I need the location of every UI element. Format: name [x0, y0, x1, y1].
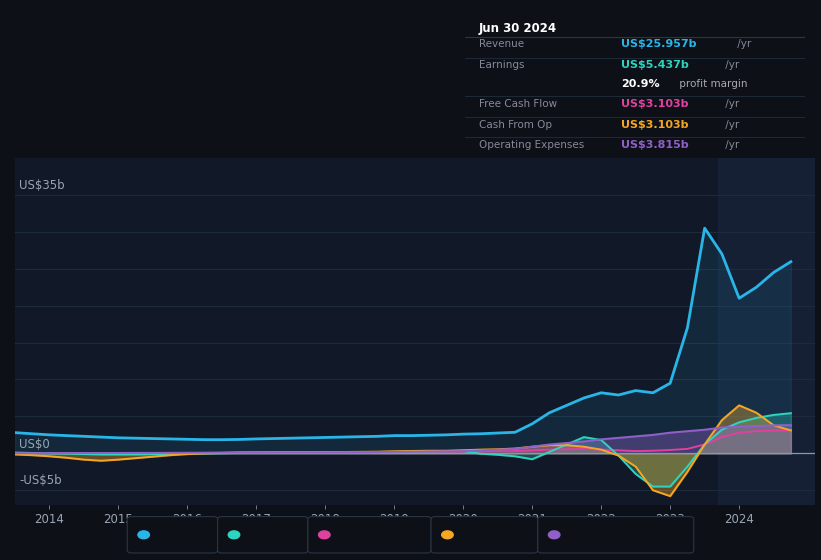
- Text: Jun 30 2024: Jun 30 2024: [479, 22, 557, 35]
- Text: /yr: /yr: [722, 120, 740, 129]
- Text: /yr: /yr: [722, 140, 740, 150]
- Text: Cash From Op: Cash From Op: [457, 530, 535, 540]
- Text: Free Cash Flow: Free Cash Flow: [334, 530, 418, 540]
- Text: US$3.103b: US$3.103b: [621, 99, 689, 109]
- Text: Revenue: Revenue: [479, 39, 524, 49]
- Text: /yr: /yr: [722, 99, 740, 109]
- Text: Operating Expenses: Operating Expenses: [479, 140, 584, 150]
- Text: profit margin: profit margin: [676, 78, 747, 88]
- Text: /yr: /yr: [722, 60, 740, 70]
- Text: US$5.437b: US$5.437b: [621, 60, 689, 70]
- Text: Earnings: Earnings: [479, 60, 524, 70]
- Text: Cash From Op: Cash From Op: [479, 120, 552, 129]
- Text: /yr: /yr: [734, 39, 751, 49]
- Text: Operating Expenses: Operating Expenses: [564, 530, 677, 540]
- Text: Free Cash Flow: Free Cash Flow: [479, 99, 557, 109]
- Text: US$0: US$0: [19, 437, 50, 450]
- Text: Revenue: Revenue: [154, 530, 202, 540]
- Text: US$3.815b: US$3.815b: [621, 140, 689, 150]
- Text: US$35b: US$35b: [19, 179, 65, 192]
- Text: Earnings: Earnings: [244, 530, 292, 540]
- Text: US$3.103b: US$3.103b: [621, 120, 689, 129]
- Text: -US$5b: -US$5b: [19, 474, 62, 487]
- Text: 20.9%: 20.9%: [621, 78, 660, 88]
- Text: US$25.957b: US$25.957b: [621, 39, 697, 49]
- Bar: [718, 158, 815, 505]
